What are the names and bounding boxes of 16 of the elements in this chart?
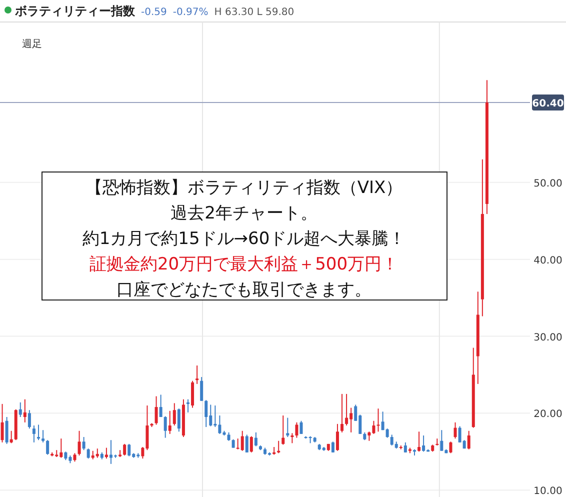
annotation: 週足 xyxy=(22,39,42,50)
y-tick-label: 10.00 xyxy=(534,486,562,497)
y-tick-label: 20.00 xyxy=(534,409,562,420)
y-tick-label: 40.00 xyxy=(534,255,562,266)
y-tick-label: 50.00 xyxy=(534,178,562,190)
ref-line-label: 60.40 xyxy=(532,98,564,110)
annotation: 【恐怖指数】ボラティリティ指数（VIX） xyxy=(85,178,403,198)
chart-title: ボラティリティー指数 xyxy=(14,4,136,18)
text: -0.59 xyxy=(141,7,167,18)
text: H 63.30 L 59.80 xyxy=(214,7,294,18)
annotation: 口座でどなたでも取引できます。 xyxy=(116,280,372,300)
annotation: 証拠金約20万円で最大利益＋500万円！ xyxy=(89,254,399,274)
annotation: 約1カ月で約15ドル→60ドル超へ大暴騰！ xyxy=(82,229,406,249)
text: -0.97% xyxy=(172,7,208,18)
y-tick-label: 30.00 xyxy=(534,332,562,344)
annotation: 過去2年チャート。 xyxy=(170,204,318,224)
